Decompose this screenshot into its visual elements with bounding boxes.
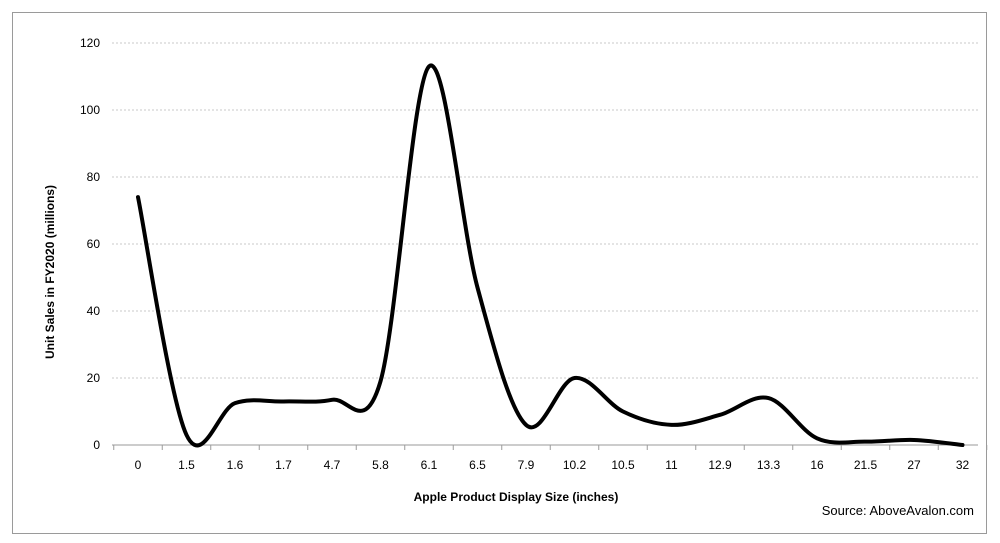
x-tick-label: 5.8 [372,458,389,472]
data-point-0 [136,195,140,199]
data-point-32 [961,443,965,447]
data-point-12.9 [718,413,722,417]
x-tick-label: 11 [665,458,678,472]
x-tick-label: 10.2 [563,458,587,472]
y-tick-label: 100 [80,103,100,117]
x-tick-label: 27 [907,458,921,472]
x-tick-label: 0 [135,458,142,472]
x-tick-label: 1.6 [227,458,244,472]
x-tick-label: 16 [810,458,824,472]
x-tick-labels: 0 1.5 1.6 1.7 4.7 5.8 6.1 6.5 7.9 10.2 10.5 11 12.9 1… [135,458,970,472]
data-point-4.7 [330,398,334,402]
x-tick-label: 21.5 [854,458,878,472]
x-tick-label: 1.5 [178,458,195,472]
data-point-5.8 [379,379,383,383]
data-point-21.5 [864,440,868,444]
data-points [136,64,965,447]
data-point-27 [912,438,916,442]
x-tick-label: 6.5 [469,458,486,472]
chart-frame [12,12,987,534]
y-tick-labels: 0 20 40 60 80 100 120 [80,36,100,452]
x-axis-title: Apple Product Display Size (inches) [414,490,619,504]
x-tick-label: 4.7 [324,458,341,472]
gridlines [112,42,978,379]
data-point-11 [670,423,674,427]
data-point-10.5 [621,410,625,414]
y-tick-label: 80 [87,170,101,184]
x-tick-label: 13.3 [757,458,781,472]
data-point-16 [815,436,819,440]
x-tick-label: 10.5 [611,458,635,472]
y-tick-label: 60 [87,237,101,251]
y-tick-label: 120 [80,36,100,50]
data-point-13.3 [767,396,771,400]
x-tick-label: 6.1 [421,458,438,472]
y-tick-label: 40 [87,304,101,318]
x-tick-label: 7.9 [518,458,535,472]
y-tick-label: 0 [93,438,100,452]
data-point-6.1 [427,64,431,68]
x-tick-label: 12.9 [708,458,732,472]
data-point-1.6 [233,401,237,405]
x-tick-label: 32 [956,458,970,472]
data-point-1.5 [185,433,189,437]
y-tick-label: 20 [87,371,101,385]
x-tick-marks [113,445,988,450]
data-point-7.9 [524,423,528,427]
data-point-10.2 [573,376,577,380]
y-axis-title: Unit Sales in FY2020 (millions) [43,185,57,359]
data-point-6.5 [476,286,480,290]
data-point-1.7 [282,399,286,403]
x-tick-label: 1.7 [275,458,292,472]
series-line [136,63,965,448]
source-label: Source: AboveAvalon.com [822,503,974,518]
